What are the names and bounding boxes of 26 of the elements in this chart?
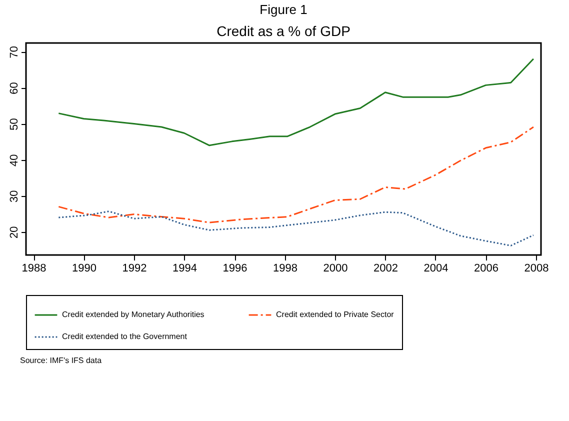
- line-series: [58, 58, 534, 146]
- x-tick-label: 1996: [222, 262, 248, 274]
- chart-title: Figure 1: [260, 2, 308, 17]
- x-tick-label: 2002: [374, 262, 398, 274]
- x-tick-label: 2006: [474, 262, 498, 274]
- line-series: [58, 210, 534, 246]
- legend-label: Credit extended to Private Sector: [276, 310, 394, 319]
- x-tick-label: 1992: [122, 262, 147, 274]
- legend-label: Credit extended by Monetary Authorities: [62, 310, 204, 319]
- chart-subtitle: Credit as a % of GDP: [216, 23, 350, 39]
- x-tick-label: 2000: [323, 262, 348, 274]
- y-tick-label: 70: [8, 46, 20, 58]
- x-tick-label: 1994: [172, 262, 198, 274]
- y-tick-label: 50: [8, 118, 20, 130]
- x-tick-label: 2008: [524, 262, 549, 274]
- x-tick-label: 2004: [424, 262, 448, 274]
- y-tick-label: 40: [8, 154, 20, 166]
- y-tick-label: 60: [8, 82, 20, 94]
- x-tick-label: 1998: [273, 262, 298, 274]
- line-series: [58, 126, 534, 224]
- y-tick-label: 20: [8, 226, 20, 239]
- legend-label: Credit extended to the Government: [62, 332, 188, 341]
- source-note: Source: IMF's IFS data: [20, 356, 103, 365]
- x-tick-label: 1990: [72, 262, 97, 274]
- x-tick-label: 1988: [22, 262, 46, 274]
- y-tick-label: 30: [8, 190, 20, 202]
